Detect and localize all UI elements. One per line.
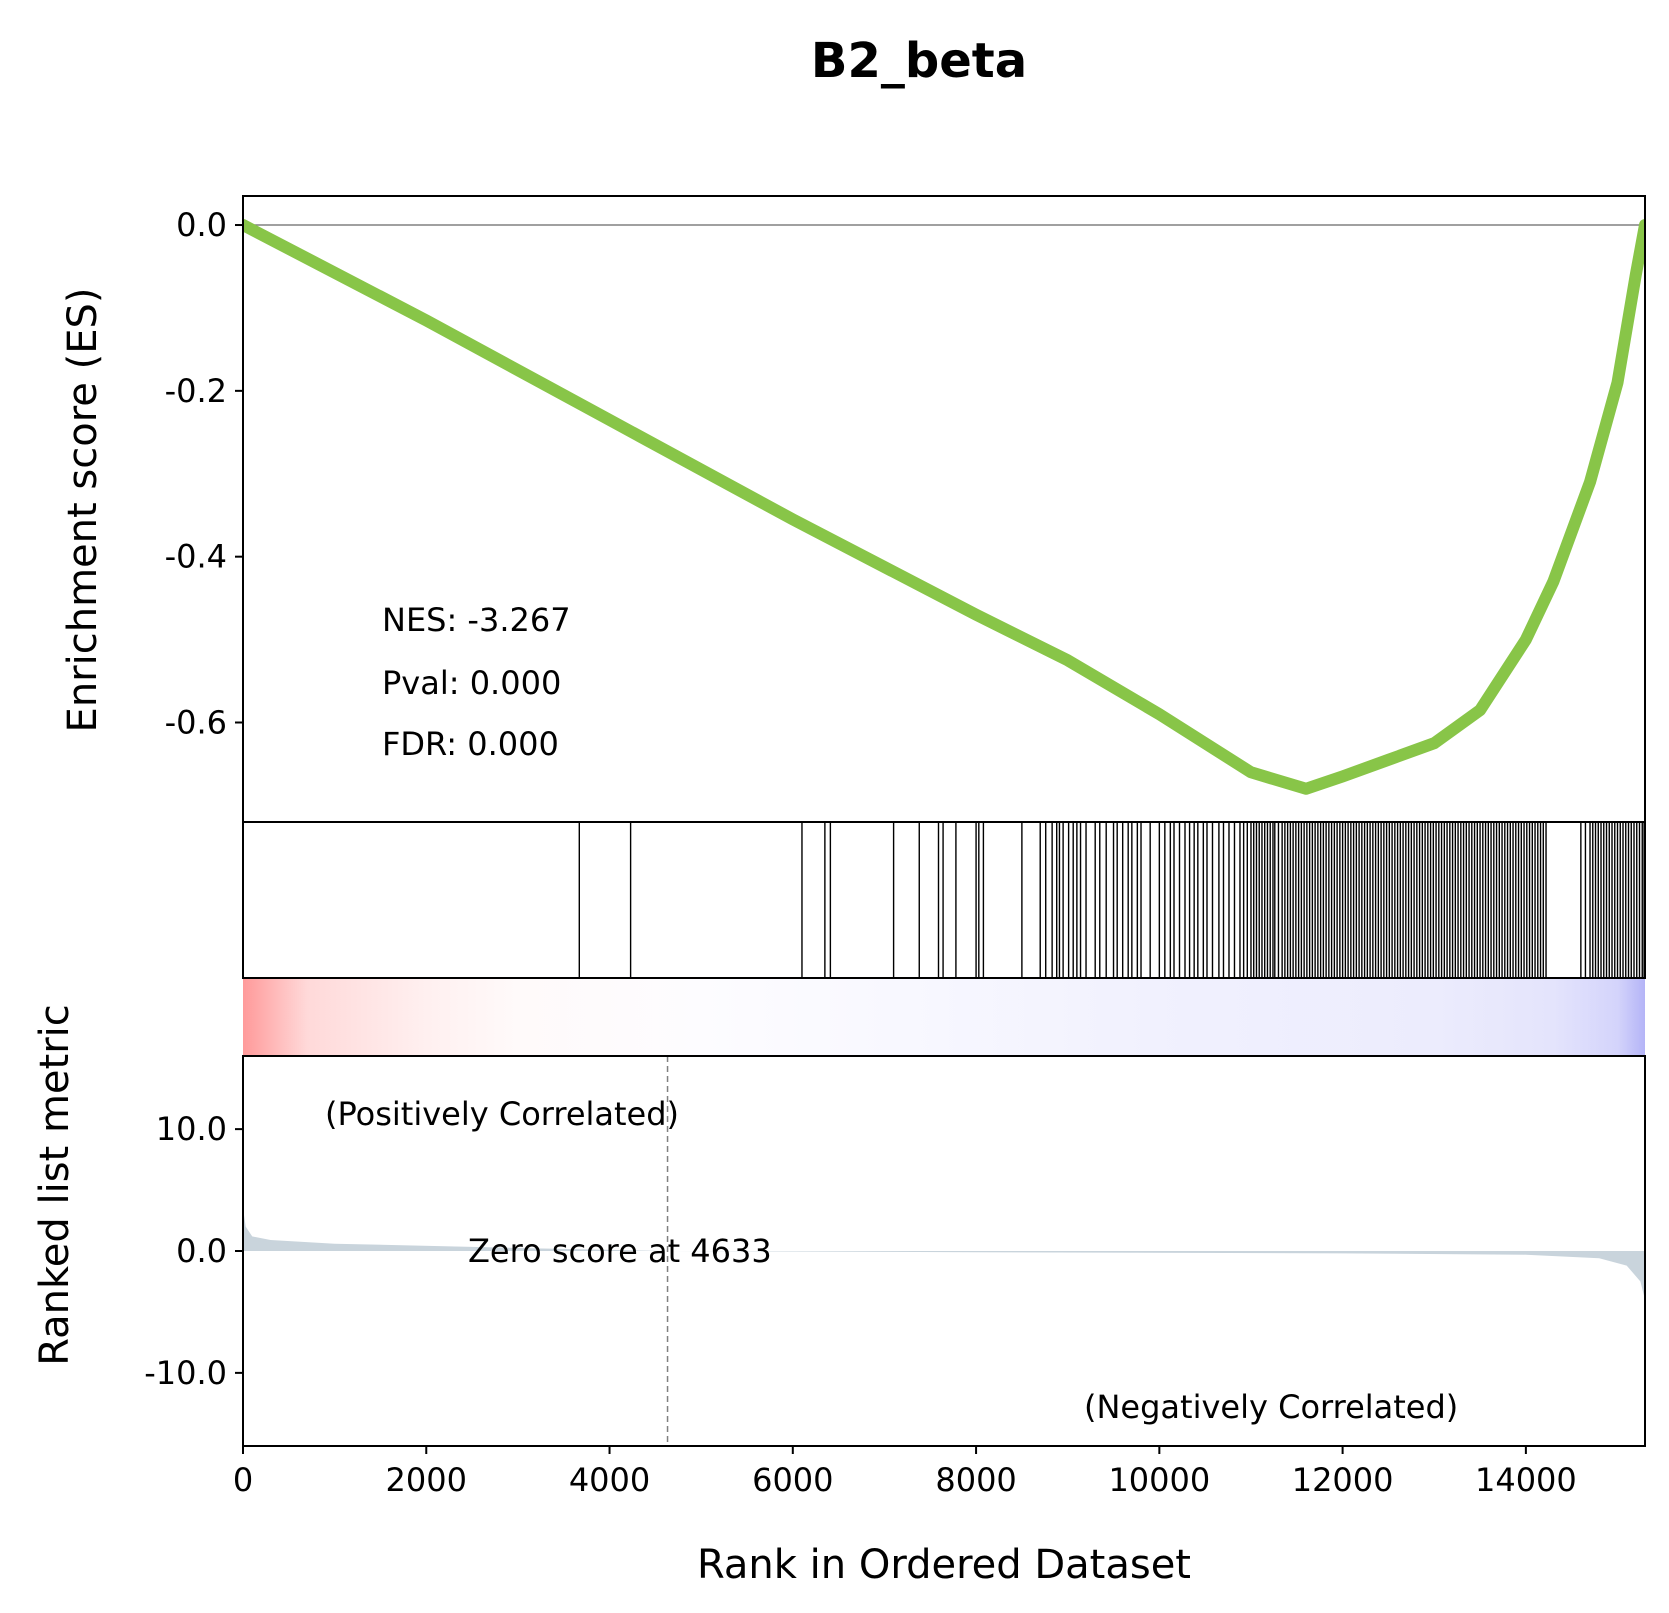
x-tick-label: 0	[233, 1461, 253, 1499]
metric-frame	[242, 1055, 1646, 1447]
x-axis-title: Rank in Ordered Dataset	[697, 1542, 1191, 1588]
metric-tick-label: -10.0	[144, 1354, 227, 1392]
x-tick-label: 4000	[569, 1461, 650, 1499]
es-tick-label: -0.6	[165, 704, 227, 742]
hits-frame	[242, 821, 1646, 979]
positive-correlated-label: (Positively Correlated)	[325, 1095, 679, 1133]
es-tick-label: 0.0	[176, 206, 227, 244]
hit-markers	[578, 822, 1645, 978]
nes-stat: NES: -3.267	[382, 601, 571, 639]
x-tick-label: 6000	[752, 1461, 833, 1499]
metric-tick-label: 10.0	[156, 1110, 227, 1148]
metric-panel: 10.0 0.0 -10.0 (Positively Correlated) Zer…	[144, 1056, 1645, 1446]
metric-axis-title: Ranked list metric	[32, 1004, 78, 1366]
ranking-heatmap	[243, 978, 1645, 1056]
metric-area	[243, 1208, 1645, 1300]
x-tick-label: 10000	[1108, 1461, 1210, 1499]
chart-title: B2_beta	[811, 33, 1027, 89]
x-tick-label: 14000	[1475, 1461, 1577, 1499]
x-tick-label: 8000	[935, 1461, 1016, 1499]
es-tick-label: -0.2	[165, 372, 227, 410]
pval-stat: Pval: 0.000	[382, 664, 561, 702]
es-axis-title: Enrichment score (ES)	[60, 288, 106, 733]
es-tick-label: -0.4	[165, 538, 227, 576]
x-tick-label: 12000	[1292, 1461, 1394, 1499]
es-curve	[243, 219, 1645, 795]
es-y-ticks: 0.0 -0.2 -0.4 -0.6	[165, 206, 243, 742]
fdr-stat: FDR: 0.000	[382, 725, 559, 763]
zero-score-label: Zero score at 4633	[468, 1232, 772, 1270]
x-tick-label: 2000	[386, 1461, 467, 1499]
es-panel: 0.0-0.2-0.4-0.6 NES: -3.267 Pval: 0.000 …	[165, 206, 1645, 795]
metric-y-ticks: 10.0 0.0 -10.0	[144, 1110, 243, 1392]
metric-tick-label: 0.0	[176, 1232, 227, 1270]
x-axis-ticks: 0 2000 4000 6000 8000 10000 12000 14000	[233, 1446, 1577, 1499]
negative-correlated-label: (Negatively Correlated)	[1084, 1388, 1458, 1426]
